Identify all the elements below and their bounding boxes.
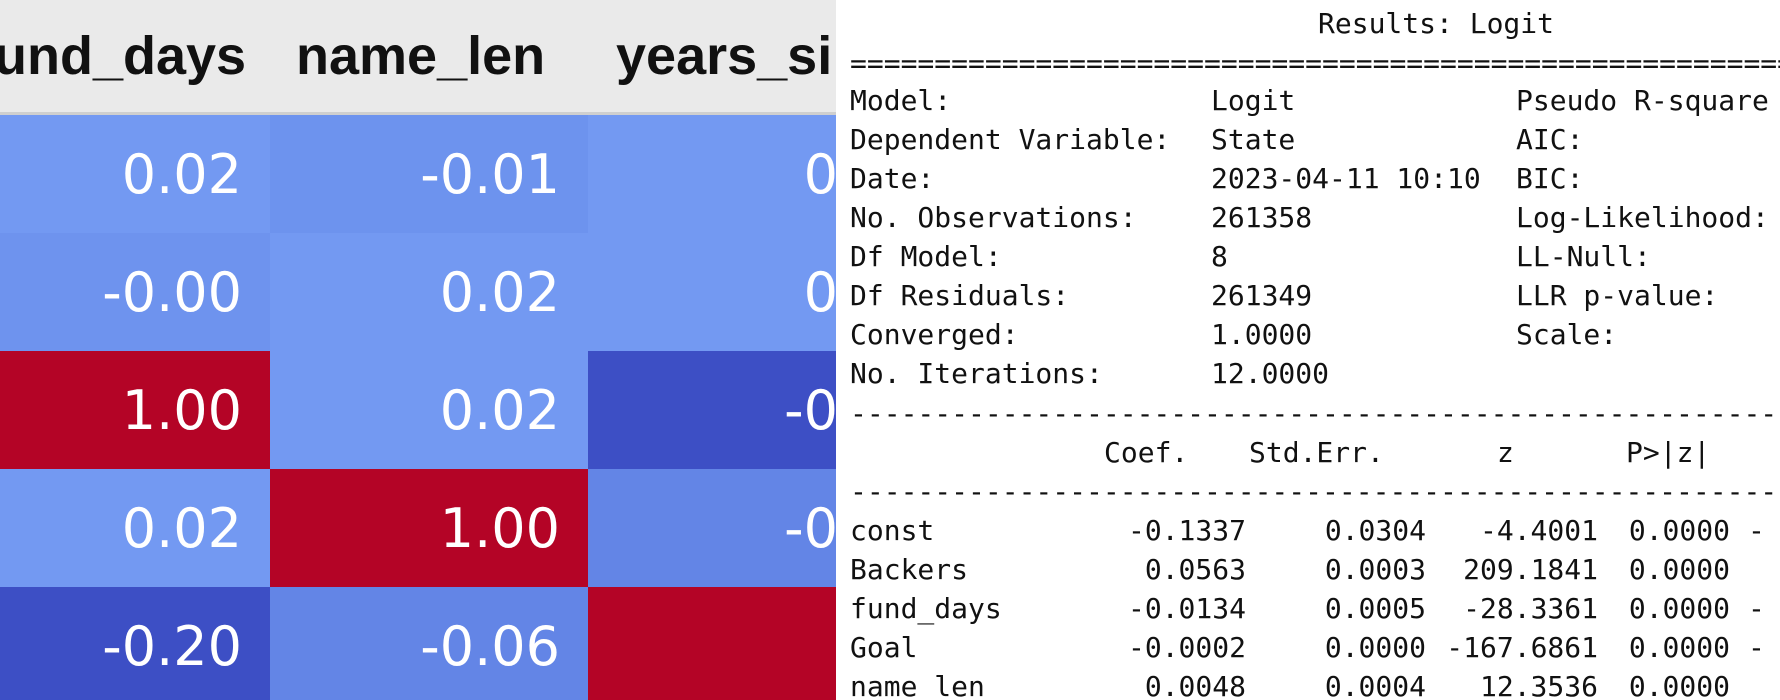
info-value: Logit [1211,84,1296,117]
info-value: State [1211,123,1296,156]
p-value: 0.0000 [1628,631,1730,664]
table-cell: 0 [588,233,836,351]
info-value: 1.0000 [1211,318,1313,351]
coef-value: 0.0048 [1144,670,1246,700]
stderr-value: 0.0005 [1324,592,1426,625]
info-label: Date: [850,162,935,195]
z-value: -4.4001 [1479,514,1598,547]
summary-rule-mid: ----------------------------------------… [850,397,1780,430]
row-tail: - [1748,631,1765,664]
coef-value: -0.0002 [1127,631,1246,664]
p-value: 0.0000 [1628,514,1730,547]
info-label: Converged: [850,318,1019,351]
coef-row-name: Backers [850,553,969,586]
coef-value: 0.0563 [1144,553,1246,586]
info-value: 261358 [1211,201,1313,234]
logit-results-summary: Results: Logit =========================… [836,0,1780,700]
stderr-value: 0.0000 [1324,631,1426,664]
z-value: -167.6861 [1446,631,1598,664]
z-value: -28.3361 [1463,592,1598,625]
p-value: 0.0000 [1628,670,1730,700]
info-value: 12.0000 [1211,357,1330,390]
info-label: Dependent Variable: [850,123,1171,156]
table-cell: 0.02 [270,351,588,469]
info-label: Model: [850,84,952,117]
stderr-value: 0.0004 [1324,670,1426,700]
table-cell: 1.00 [0,351,270,469]
info-label2: Log-Likelihood: [1516,201,1769,234]
info-label2: LL-Null: [1516,240,1651,273]
table-cell: 0 [588,115,836,233]
row-tail: - [1748,514,1765,547]
column-header-name-len: name_len [296,26,546,86]
correlation-heatmap-table: und_days name_len years_si 0.02 -0.01 0 … [0,0,836,700]
stderr-value: 0.0304 [1324,514,1426,547]
table-cell: -0.20 [0,587,270,700]
info-label: No. Iterations: [850,357,1103,390]
column-header-years-since: years_si [616,26,833,86]
info-value: 2023-04-11 10:10 [1211,162,1481,195]
info-label2: Pseudo R-square [1516,84,1769,117]
stderr-value: 0.0003 [1324,553,1426,586]
stderr-header: Std.Err. [1249,436,1384,469]
coef-row-name: fund_days [850,592,1002,625]
table-cell: -0.01 [270,115,588,233]
info-value: 261349 [1211,279,1313,312]
summary-rule-coef: ----------------------------------------… [850,475,1780,508]
coef-header: Coef. [1104,436,1189,469]
table-cell: -0 [588,469,836,587]
table-cell: 0.02 [0,115,270,233]
info-label: Df Residuals: [850,279,1070,312]
coef-row-name: Goal [850,631,918,664]
table-cell: 0.02 [270,233,588,351]
p-header: P>|z| [1626,436,1711,469]
summary-rule-top: ========================================… [850,47,1780,80]
info-label2: Scale: [1516,318,1618,351]
info-value: 8 [1211,240,1228,273]
table-cell: -0.00 [0,233,270,351]
info-label2: AIC: [1516,123,1584,156]
info-label: No. Observations: [850,201,1137,234]
table-cell: -0.06 [270,587,588,700]
column-header-fund-days: und_days [0,26,247,86]
info-label2: LLR p-value: [1516,279,1719,312]
info-label2: BIC: [1516,162,1584,195]
coef-row-name: const [850,514,935,547]
table-cell [588,587,836,700]
table-header-row: und_days name_len years_si [0,0,836,115]
z-header: z [1497,436,1514,469]
table-cell: 0.02 [0,469,270,587]
table-cell: -0 [588,351,836,469]
p-value: 0.0000 [1628,592,1730,625]
coef-row-name: name_len [850,670,985,700]
info-label: Df Model: [850,240,1002,273]
coef-value: -0.1337 [1127,514,1246,547]
p-value: 0.0000 [1628,553,1730,586]
table-cell: 1.00 [270,469,588,587]
coef-value: -0.0134 [1127,592,1246,625]
summary-title: Results: Logit [1318,7,1555,40]
z-value: 209.1841 [1463,553,1598,586]
row-tail: - [1748,592,1765,625]
z-value: 12.3536 [1479,670,1598,700]
